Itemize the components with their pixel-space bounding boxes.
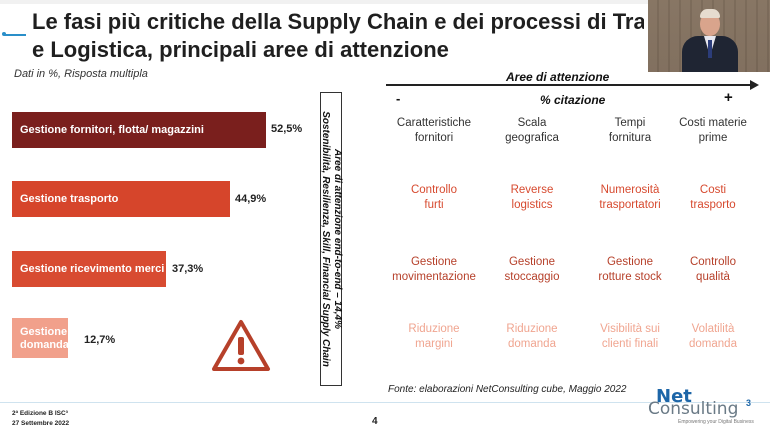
attention-cell-line1: Visibilità sui — [600, 323, 660, 335]
citation-axis-line — [386, 84, 752, 86]
attention-cell: Reverse logistics — [485, 183, 579, 213]
attention-cell-line1: Controllo — [410, 184, 458, 196]
end-to-end-text: Aree di attenzione end-to-end – 14,4% So… — [319, 111, 343, 367]
attention-cell-line2: furti — [424, 199, 444, 211]
attention-cell-line2: fornitori — [414, 132, 454, 144]
footer-divider — [0, 402, 770, 403]
source-note: Fonte: elaborazioni NetConsulting cube, … — [388, 384, 627, 395]
attention-cell-line1: Gestione — [508, 256, 556, 268]
attention-cell: Riduzione domanda — [485, 322, 579, 352]
warning-triangle-icon — [212, 320, 270, 371]
bar-gestione-ricevimento: Gestione ricevimento merci — [12, 251, 166, 287]
bar-value-label: 12,7% — [84, 334, 116, 346]
slide-title: Le fasi più critiche della Supply Chain … — [32, 8, 644, 64]
attention-cell: Controllo furti — [387, 183, 481, 213]
attention-cell: Volatilità domanda — [666, 322, 760, 352]
top-bar — [0, 0, 770, 4]
netconsulting-logo: Net Consulting 3 Empowering your Digital… — [648, 386, 766, 430]
bar-value-label: 52,5% — [271, 123, 303, 135]
logo-cube: 3 — [746, 398, 752, 408]
attention-cell: Numerosità trasportatori — [583, 183, 677, 213]
attention-cell-line2: trasportatori — [599, 199, 661, 211]
attention-cell: Controllo qualità — [666, 255, 760, 285]
bar-label: Gestione ricevimento merci — [20, 263, 165, 275]
attention-cell-line2: geografica — [505, 132, 559, 144]
attention-cell: Riduzione margini — [387, 322, 481, 352]
attention-cell-line1: Costi materie — [679, 117, 747, 129]
presenter-head — [700, 12, 720, 36]
axis-plus: + — [724, 89, 733, 106]
footer-edition: 2ª Edizione B ISC³ — [12, 410, 68, 417]
attention-cell-line2: domanda — [508, 338, 556, 350]
slide-title-line2: e Logistica, principali aree di attenzio… — [32, 37, 449, 62]
bar-label: Gestione domanda — [20, 326, 69, 352]
attention-cell: Gestione rotture stock — [583, 255, 677, 285]
attention-cell-line1: Riduzione — [506, 323, 558, 335]
bar-gestione-domanda: Gestione domanda — [12, 318, 69, 358]
slide-subtitle: Dati in %, Risposta multipla — [14, 68, 148, 80]
bar-gestione-trasporto: Gestione trasporto — [12, 181, 230, 217]
attention-cell: Visibilità sui clienti finali — [583, 322, 677, 352]
attention-cell-line1: Volatilità — [691, 323, 735, 335]
attention-cell-line2: stoccaggio — [504, 271, 560, 283]
attention-cell-line1: Costi — [699, 184, 727, 196]
attention-cell-line1: Reverse — [510, 184, 554, 196]
attention-cell-line1: Riduzione — [408, 323, 460, 335]
attention-cell: Scala geografica — [485, 116, 579, 146]
presenter-video[interactable] — [648, 0, 770, 72]
attention-cell-line2: margini — [415, 338, 453, 350]
attention-cell-line2: movimentazione — [392, 271, 476, 283]
attention-cell-line2: domanda — [689, 338, 737, 350]
presenter-tie — [708, 40, 712, 58]
attention-cell-line2: qualità — [696, 271, 730, 283]
bar-value-label: 44,9% — [235, 193, 267, 205]
bar-label-line2: domanda — [20, 339, 69, 351]
attention-title: Aree di attenzione — [506, 70, 610, 84]
presenter-hair — [700, 9, 720, 18]
arrow-right-icon — [750, 80, 759, 90]
logo-consulting: Consulting — [648, 399, 739, 419]
attention-cell-line2: clienti finali — [601, 338, 659, 350]
left-accent — [0, 8, 6, 66]
axis-minus: - — [396, 91, 401, 106]
logo-net: Net — [656, 386, 692, 407]
attention-cell: Costi trasporto — [666, 183, 760, 213]
bar-gestione-fornitori: Gestione fornitori, flotta/ magazzini — [12, 112, 266, 148]
attention-cell-line2: rotture stock — [598, 271, 662, 283]
attention-cell: Costi materie prime — [666, 116, 760, 146]
footer-date: 27 Settembre 2022 — [12, 420, 70, 427]
attention-cell-line1: Controllo — [689, 256, 737, 268]
attention-cell-line1: Caratteristiche — [396, 117, 472, 129]
bar-label: Gestione trasporto — [20, 193, 119, 205]
end-to-end-box — [320, 92, 342, 386]
attention-cell-line2: trasporto — [690, 199, 736, 211]
logo-tagline: Empowering your Digital Business — [678, 419, 754, 425]
end-to-end-line1: Aree di attenzione end-to-end – 14,4% — [332, 148, 343, 330]
attention-cell: Caratteristiche fornitori — [387, 116, 481, 146]
axis-label: % citazione — [540, 93, 606, 107]
attention-cell-line1: Gestione — [410, 256, 458, 268]
slide-title-line1: Le fasi più critiche della Supply Chain … — [32, 9, 644, 34]
attention-cell-line2: logistics — [511, 199, 553, 211]
attention-cell-line2: prime — [698, 132, 728, 144]
attention-cell-line1: Tempi — [614, 117, 646, 129]
attention-cell-line1: Numerosità — [600, 184, 660, 196]
bar-value-label: 37,3% — [172, 263, 204, 275]
attention-cell: Gestione stoccaggio — [485, 255, 579, 285]
attention-cell: Tempi fornitura — [583, 116, 677, 146]
attention-cell-line2: fornitura — [608, 132, 652, 144]
bar-label-line1: Gestione — [20, 326, 68, 338]
title-accent-line — [4, 34, 26, 36]
end-to-end-line2: Sostenibilità, Resilienza, Skill, Financ… — [320, 111, 331, 367]
attention-cell: Gestione movimentazione — [387, 255, 481, 285]
bar-label: Gestione fornitori, flotta/ magazzini — [20, 124, 204, 136]
attention-cell-line1: Scala — [517, 117, 547, 129]
attention-cell-line1: Gestione — [606, 256, 654, 268]
page-number: 4 — [372, 416, 378, 427]
